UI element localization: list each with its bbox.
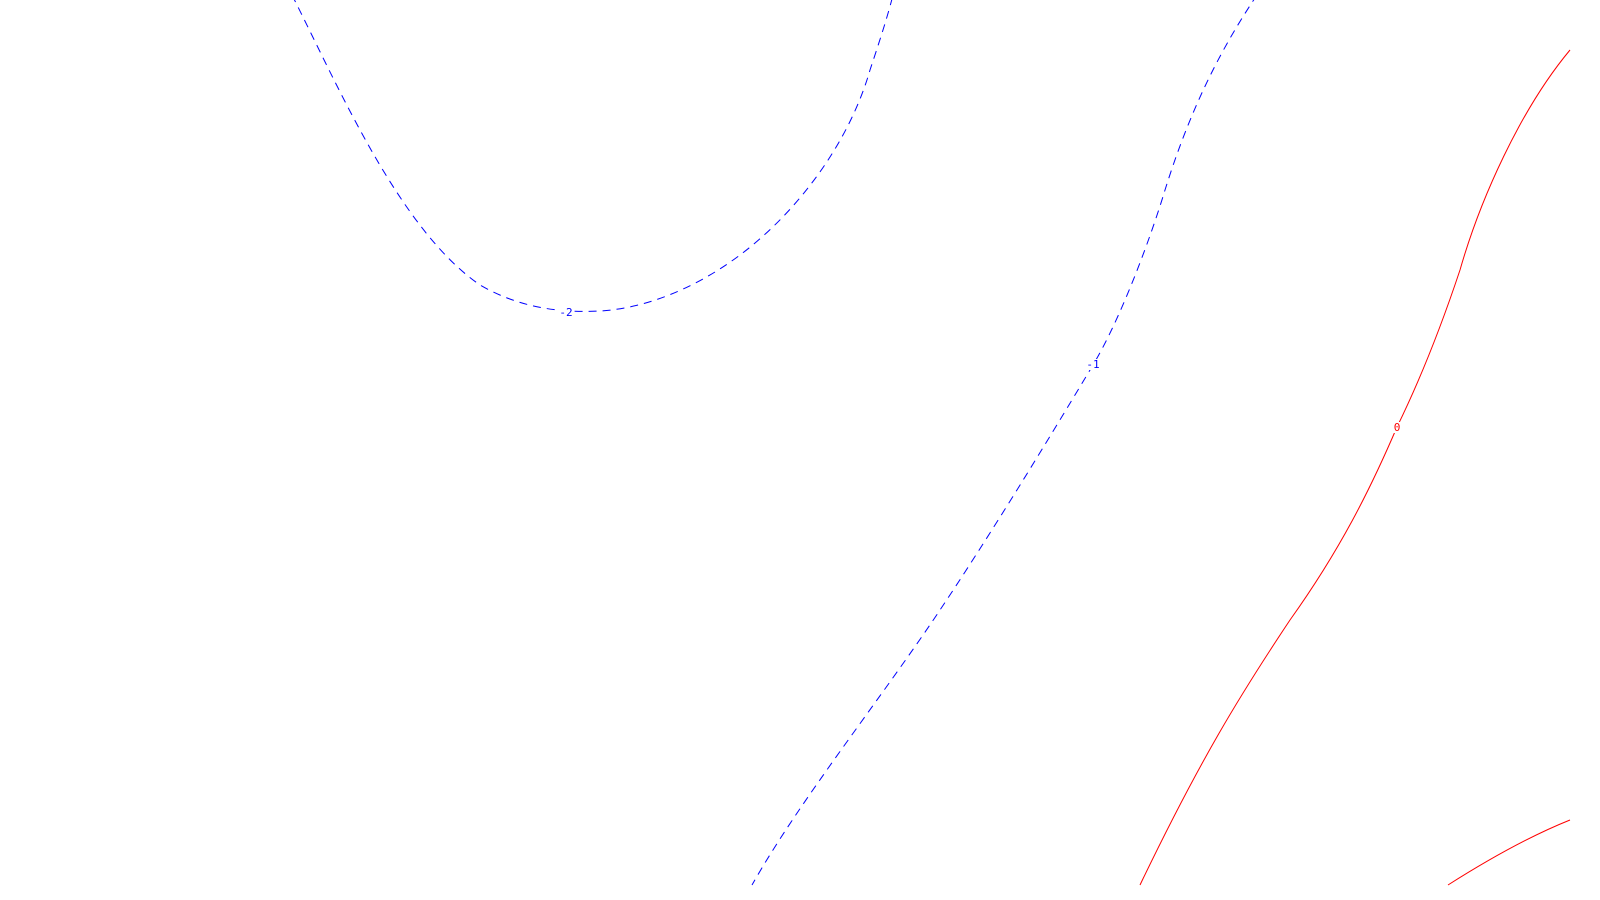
contour-label-bg <box>558 307 574 318</box>
contour-label-neg2: -2 <box>559 306 572 319</box>
contour-label-neg1: -1 <box>1086 358 1099 371</box>
contour-line-1 <box>1447 819 1571 886</box>
contour-label-bg <box>1085 359 1101 370</box>
contour-line-0 <box>1139 49 1571 886</box>
contour-label-0: 0 <box>1394 421 1401 434</box>
contour-line-neg1 <box>751 0 1255 886</box>
contour-label-bg <box>1389 422 1405 433</box>
contour-line-neg2 <box>293 0 893 312</box>
